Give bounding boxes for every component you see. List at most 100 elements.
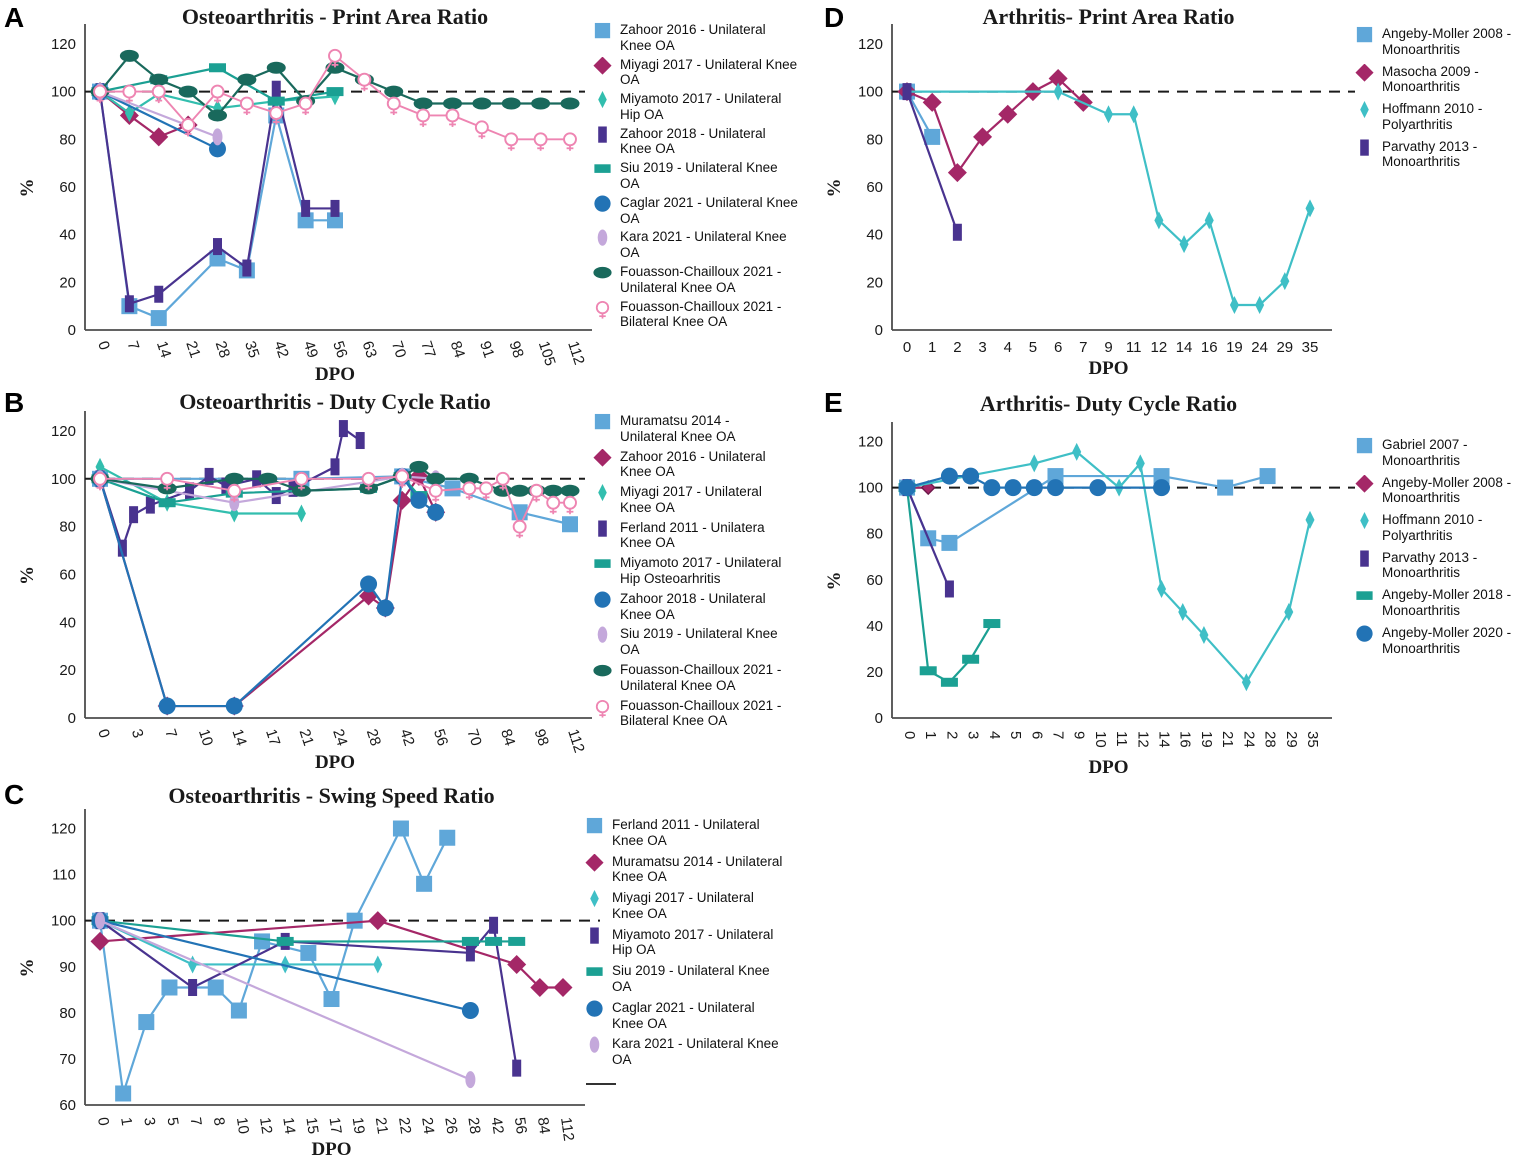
legend-item-label: Siu 2019 - Unilateral Knee OA — [620, 626, 778, 658]
x-tick-label: 3 — [965, 731, 982, 739]
data-point-marker — [543, 484, 563, 497]
x-tick-label: 29 — [1276, 339, 1293, 356]
x-tick-label: 42 — [396, 727, 417, 748]
thin-diamond-legend-marker-icon — [1360, 101, 1369, 119]
data-point-marker — [158, 498, 176, 508]
data-point-marker — [207, 979, 224, 996]
data-point-marker — [300, 944, 317, 961]
data-point-marker — [1229, 295, 1239, 314]
x-tick-label: 14 — [1156, 731, 1173, 748]
legend-item: Fouasson-Chailloux 2021 - Bilateral Knee… — [592, 698, 790, 730]
data-point-marker — [298, 96, 313, 116]
x-tick-label: 0 — [903, 339, 911, 356]
legend-item-label: Fouasson-Chailloux 2021 - Unilateral Kne… — [620, 263, 782, 295]
data-point-marker — [1048, 68, 1068, 88]
series-2 — [90, 466, 446, 716]
legend-marker — [598, 126, 607, 143]
y-tick-label: 0 — [68, 710, 76, 727]
x-tick-label: 21 — [1219, 731, 1236, 748]
legend-e: Gabriel 2007 - Monoarthritis Angeby-Molle… — [1354, 437, 1535, 656]
x-axis-label: DPO — [1088, 757, 1128, 777]
y-tick-label: 120 — [858, 434, 883, 451]
data-point-marker — [229, 494, 240, 512]
x-tick-label: 14 — [279, 1116, 298, 1135]
y-tick-label: 40 — [59, 614, 76, 631]
legend-item: Fouasson-Chailloux 2021 - Unilateral Kne… — [592, 662, 790, 694]
series-line — [98, 827, 449, 1095]
data-point-marker — [154, 285, 164, 303]
data-point-marker — [508, 936, 526, 946]
y-tick-label: 120 — [51, 423, 76, 440]
data-point-marker — [129, 506, 139, 524]
data-point-marker — [210, 84, 225, 104]
rect-v-legend-marker-icon — [1360, 550, 1369, 567]
x-tick-label: 28 — [1262, 731, 1279, 748]
x-tick-label: 28 — [212, 339, 233, 360]
y-tick-label: 70 — [59, 1051, 76, 1068]
data-point-marker — [546, 495, 561, 515]
x-tick-label: 7 — [1079, 339, 1087, 356]
data-point-marker — [563, 495, 577, 515]
data-point-marker — [445, 108, 460, 127]
data-point-marker — [276, 936, 294, 946]
data-point-marker — [1004, 479, 1022, 497]
legend-marker — [1356, 437, 1373, 454]
legend-marker — [598, 484, 607, 502]
data-point-marker — [145, 496, 155, 514]
x-tick-label: 7 — [1049, 731, 1066, 739]
data-point-marker — [254, 933, 271, 950]
y-tick-label: 0 — [875, 322, 883, 339]
x-tick-label: 42 — [270, 339, 291, 360]
legend-item-label: Angeby-Moller 2008 - Monoarthritis — [1382, 26, 1512, 57]
legend-marker — [597, 626, 608, 644]
series-line — [905, 474, 1268, 544]
data-point-marker — [90, 931, 110, 951]
female-legend-marker-icon — [595, 699, 610, 718]
rect-h-legend-marker-icon — [594, 559, 611, 569]
x-tick-label: 98 — [531, 727, 552, 748]
data-point-marker — [368, 911, 388, 931]
legend-item: Miyagi 2017 - Unilateral Knee OA — [592, 56, 800, 89]
legend-marker — [1355, 63, 1374, 82]
legend-item: Miyamoto 2017 - Unilateral Hip OA — [584, 927, 788, 959]
panel-label-d: D — [824, 2, 845, 33]
data-point-marker — [357, 72, 372, 92]
circle-legend-marker-icon — [594, 195, 611, 212]
legend-item-label: Caglar 2021 - Unilateral Knee OA — [612, 999, 755, 1031]
legend-item-label: Fouasson-Chailloux 2021 - Bilateral Knee… — [620, 697, 782, 729]
x-tick-label: 1 — [117, 1116, 135, 1127]
series-line — [99, 919, 517, 943]
x-tick-label: 3 — [978, 339, 986, 356]
data-point-marker — [117, 539, 127, 557]
data-point-marker — [160, 471, 175, 491]
data-point-marker — [1157, 579, 1167, 598]
data-point-marker — [338, 420, 348, 438]
data-point-marker — [461, 1002, 479, 1020]
legend-item: Caglar 2021 - Unilateral Knee OA — [584, 1000, 788, 1032]
data-point-marker — [204, 467, 214, 485]
data-point-marker — [1154, 211, 1164, 230]
legend-item-label: Kara 2021 - Unilateral Knee OA — [620, 229, 787, 261]
data-point-marker — [439, 829, 456, 846]
data-point-marker — [427, 503, 445, 521]
data-point-marker — [221, 477, 231, 495]
series-line — [905, 487, 951, 590]
x-tick-label: 24 — [329, 727, 350, 748]
legend-item-label: Miyamoto 2017 - Unilateral Hip OA — [620, 91, 782, 122]
data-point-marker — [410, 491, 428, 509]
legend-marker — [1360, 550, 1369, 567]
data-point-marker — [149, 73, 169, 86]
legend-marker — [1356, 591, 1373, 601]
diamond-small-legend-marker-icon — [1355, 474, 1374, 493]
x-tick-label: 7 — [187, 1116, 205, 1127]
legend-marker — [597, 229, 608, 247]
x-tick-label: 12 — [1151, 339, 1168, 356]
legend-item-label: Siu 2019 - Unilateral Knee OA — [612, 963, 770, 995]
data-point-marker — [562, 516, 578, 533]
legend-item: Zahoor 2018 - Unilateral Knee OA — [592, 126, 800, 158]
data-point-marker — [465, 944, 475, 962]
x-tick-label: 9 — [1071, 731, 1088, 739]
data-point-marker — [330, 458, 340, 476]
data-point-marker — [413, 97, 433, 110]
x-tick-label: 91 — [476, 339, 497, 360]
